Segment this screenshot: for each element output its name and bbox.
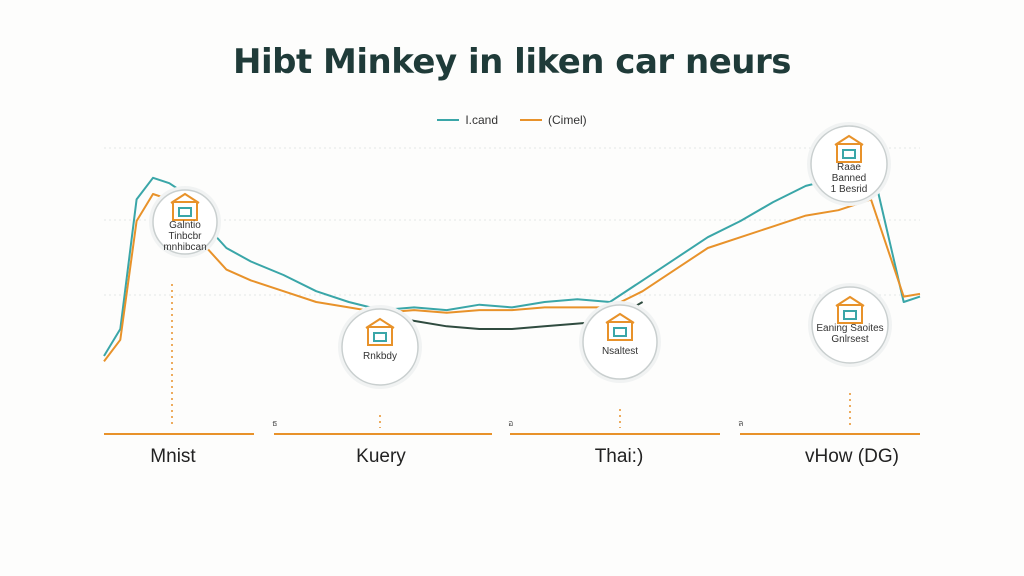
category-label-3: Thai:) (594, 446, 644, 467)
marker-circle-5 (810, 125, 888, 203)
building-icon (605, 312, 635, 341)
legend-label-1: I.cand (465, 113, 499, 127)
marker-label-5-1: Raae (837, 162, 861, 173)
gear-icon (365, 317, 395, 346)
legend-item-1: I.cand (437, 113, 498, 127)
marker-circle-3 (582, 304, 658, 380)
series-line-1 (103, 160, 921, 357)
axis-tick-2: อ (508, 418, 513, 428)
category-label-2: Kuery (356, 446, 406, 467)
marker-label-4-1: Eaning Saoites (816, 323, 883, 334)
axis-tick-3: ล (738, 418, 744, 428)
legend: I.cand (Cimel) (0, 113, 1024, 127)
series-line-2 (103, 193, 921, 363)
chart-title: Hibt Minkey in liken car neurs (233, 42, 791, 82)
marker-label-1-3: mnhibcan (163, 242, 206, 253)
marker-circle-2 (341, 308, 419, 386)
marker-label-1-2: Tinbcbr (169, 231, 203, 242)
marker-circle-4 (811, 286, 889, 364)
legend-swatch-teal (437, 119, 460, 121)
house-icon (170, 192, 200, 221)
category-label-4: vHow (DG) (805, 446, 899, 467)
marker-label-5-3: 1 Besrid (831, 184, 868, 195)
legend-swatch-orange (520, 119, 543, 121)
dashboard-icon (834, 134, 864, 163)
axis-tick-1: ธ (272, 418, 278, 428)
legend-item-2: (Cimel) (520, 113, 587, 127)
marker-label-2-1: Rnkbdy (363, 351, 397, 362)
legend-label-2: (Cimel) (548, 113, 587, 127)
category-label-1: Mnist (150, 446, 196, 467)
marker-label-5-2: Banned (832, 173, 866, 184)
marker-circle-1 (152, 189, 218, 255)
marker-label-3-1: Nsaltest (602, 346, 638, 357)
marker-label-1-1: Galntio (169, 220, 201, 231)
sitemap-icon (835, 295, 865, 324)
marker-label-4-2: Gnlrsest (831, 334, 868, 345)
